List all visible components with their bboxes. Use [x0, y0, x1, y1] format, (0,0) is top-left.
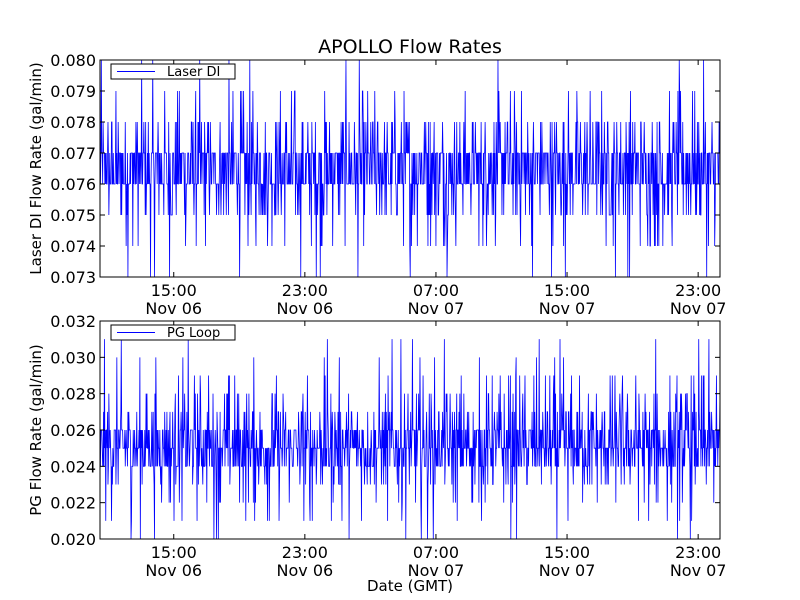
- laser-di-series-line: [100, 60, 720, 277]
- pg-loop-y-axis-label: PG Flow Rate (gal/min): [27, 344, 45, 516]
- pg-loop-xtick-date-label: Nov 07: [670, 561, 727, 580]
- laser-di-ytick-label: 0.077: [50, 144, 96, 163]
- laser-di-ytick-label: 0.074: [50, 237, 96, 256]
- laser-di-xtick-time-label: 23:00: [282, 281, 328, 300]
- laser-di-panel: 0.073 0.074 0.075 0.076 0.077 0.078 0.079 0.080…: [27, 51, 726, 318]
- laser-di-xtick-date-label: Nov 06: [145, 299, 202, 318]
- laser-di-xtick-date-label: Nov 07: [408, 299, 465, 318]
- laser-di-ytick-label: 0.075: [50, 206, 96, 225]
- laser-di-ytick-label: 0.079: [50, 82, 96, 101]
- laser-di-ytick-label: 0.078: [50, 113, 96, 132]
- pg-loop-xtick-time-label: 23:00: [675, 543, 721, 562]
- laser-di-ytick-label: 0.073: [50, 268, 96, 287]
- pg-loop-ytick-label: 0.032: [50, 312, 96, 331]
- laser-di-xtick-date-label: Nov 07: [670, 299, 727, 318]
- laser-di-legend: Laser DI: [110, 63, 236, 80]
- laser-di-legend-label: Laser DI: [167, 65, 220, 80]
- pg-loop-xtick-date-label: Nov 07: [539, 561, 596, 580]
- laser-di-legend-box: [110, 63, 236, 80]
- laser-di-xtick-time-label: 15:00: [544, 281, 590, 300]
- pg-loop-xtick-date-label: Nov 07: [408, 561, 465, 580]
- pg-loop-ytick-label: 0.022: [50, 494, 96, 513]
- laser-di-ytick-label: 0.080: [50, 51, 96, 70]
- pg-loop-legend-label: PG Loop: [167, 326, 220, 341]
- pg-loop-ytick-label: 0.030: [50, 348, 96, 367]
- pg-loop-xtick-time-label: 15:00: [544, 543, 590, 562]
- pg-loop-legend: PG Loop: [110, 324, 236, 341]
- pg-loop-xtick-date-label: Nov 06: [277, 561, 334, 580]
- pg-loop-ytick-label: 0.028: [50, 385, 96, 404]
- pg-loop-panel: 0.020 0.022 0.024 0.026 0.028 0.030 0.032 15:00…: [27, 312, 726, 580]
- pg-loop-series-line: [100, 339, 720, 539]
- laser-di-y-axis-label: Laser DI Flow Rate (gal/min): [27, 62, 45, 274]
- pg-loop-xtick-time-label: 07:00: [413, 543, 459, 562]
- pg-loop-legend-box: [110, 324, 236, 341]
- pg-loop-xtick-date-label: Nov 06: [145, 561, 202, 580]
- chart-title: APOLLO Flow Rates: [318, 36, 502, 58]
- laser-di-xtick-time-label: 07:00: [413, 281, 459, 300]
- laser-di-xtick-time-label: 23:00: [675, 281, 721, 300]
- pg-loop-xtick-time-label: 15:00: [151, 543, 197, 562]
- laser-di-xtick-date-label: Nov 07: [539, 299, 596, 318]
- pg-loop-ytick-label: 0.020: [50, 530, 96, 549]
- laser-di-xtick-date-label: Nov 06: [277, 299, 334, 318]
- laser-di-xtick-time-label: 15:00: [151, 281, 197, 300]
- laser-di-ytick-label: 0.076: [50, 175, 96, 194]
- laser-di-axes-frame: [99, 59, 721, 278]
- pg-loop-xtick-time-label: 23:00: [282, 543, 328, 562]
- pg-loop-ytick-label: 0.026: [50, 421, 96, 440]
- x-axis-label: Date (GMT): [367, 577, 453, 595]
- pg-loop-ytick-label: 0.024: [50, 457, 96, 476]
